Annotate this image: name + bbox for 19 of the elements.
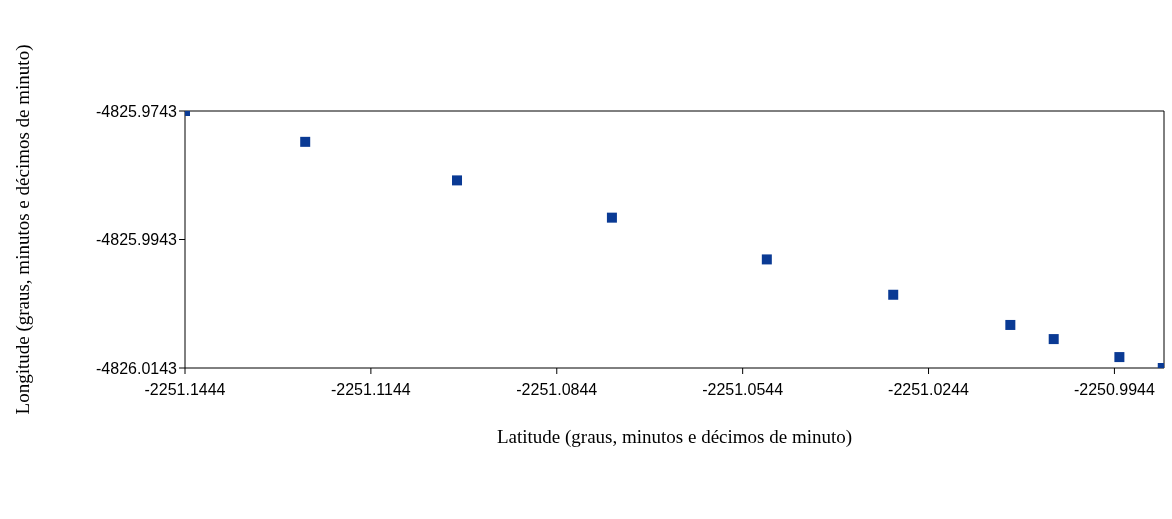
- point: [1114, 352, 1125, 363]
- y-tick-label: -4826.0143: [96, 359, 178, 377]
- point: [606, 212, 617, 223]
- y-tick-label: -4825.9943: [96, 231, 178, 249]
- x-tick-label: -2251.0844: [516, 381, 598, 399]
- point: [888, 289, 899, 300]
- y-axis-title: Longitude (graus, minutos e décimos de minuto): [11, 44, 34, 415]
- point: [761, 254, 772, 265]
- x-tick-label: -2251.1444: [144, 381, 226, 399]
- x-tick-label: -2251.0544: [702, 381, 784, 399]
- point: [452, 175, 463, 186]
- point: [1005, 319, 1016, 330]
- point: [300, 136, 311, 147]
- point: [1048, 334, 1059, 345]
- y-tick-label: -4825.9743: [96, 102, 178, 120]
- x-tick-label: -2250.9944: [1073, 381, 1156, 399]
- x-tick-label: -2251.0244: [888, 381, 970, 399]
- x-axis-title: Latitude (graus, minutos e décimos de minuto): [496, 426, 853, 448]
- x-tick-label: -2251.1144: [331, 381, 411, 399]
